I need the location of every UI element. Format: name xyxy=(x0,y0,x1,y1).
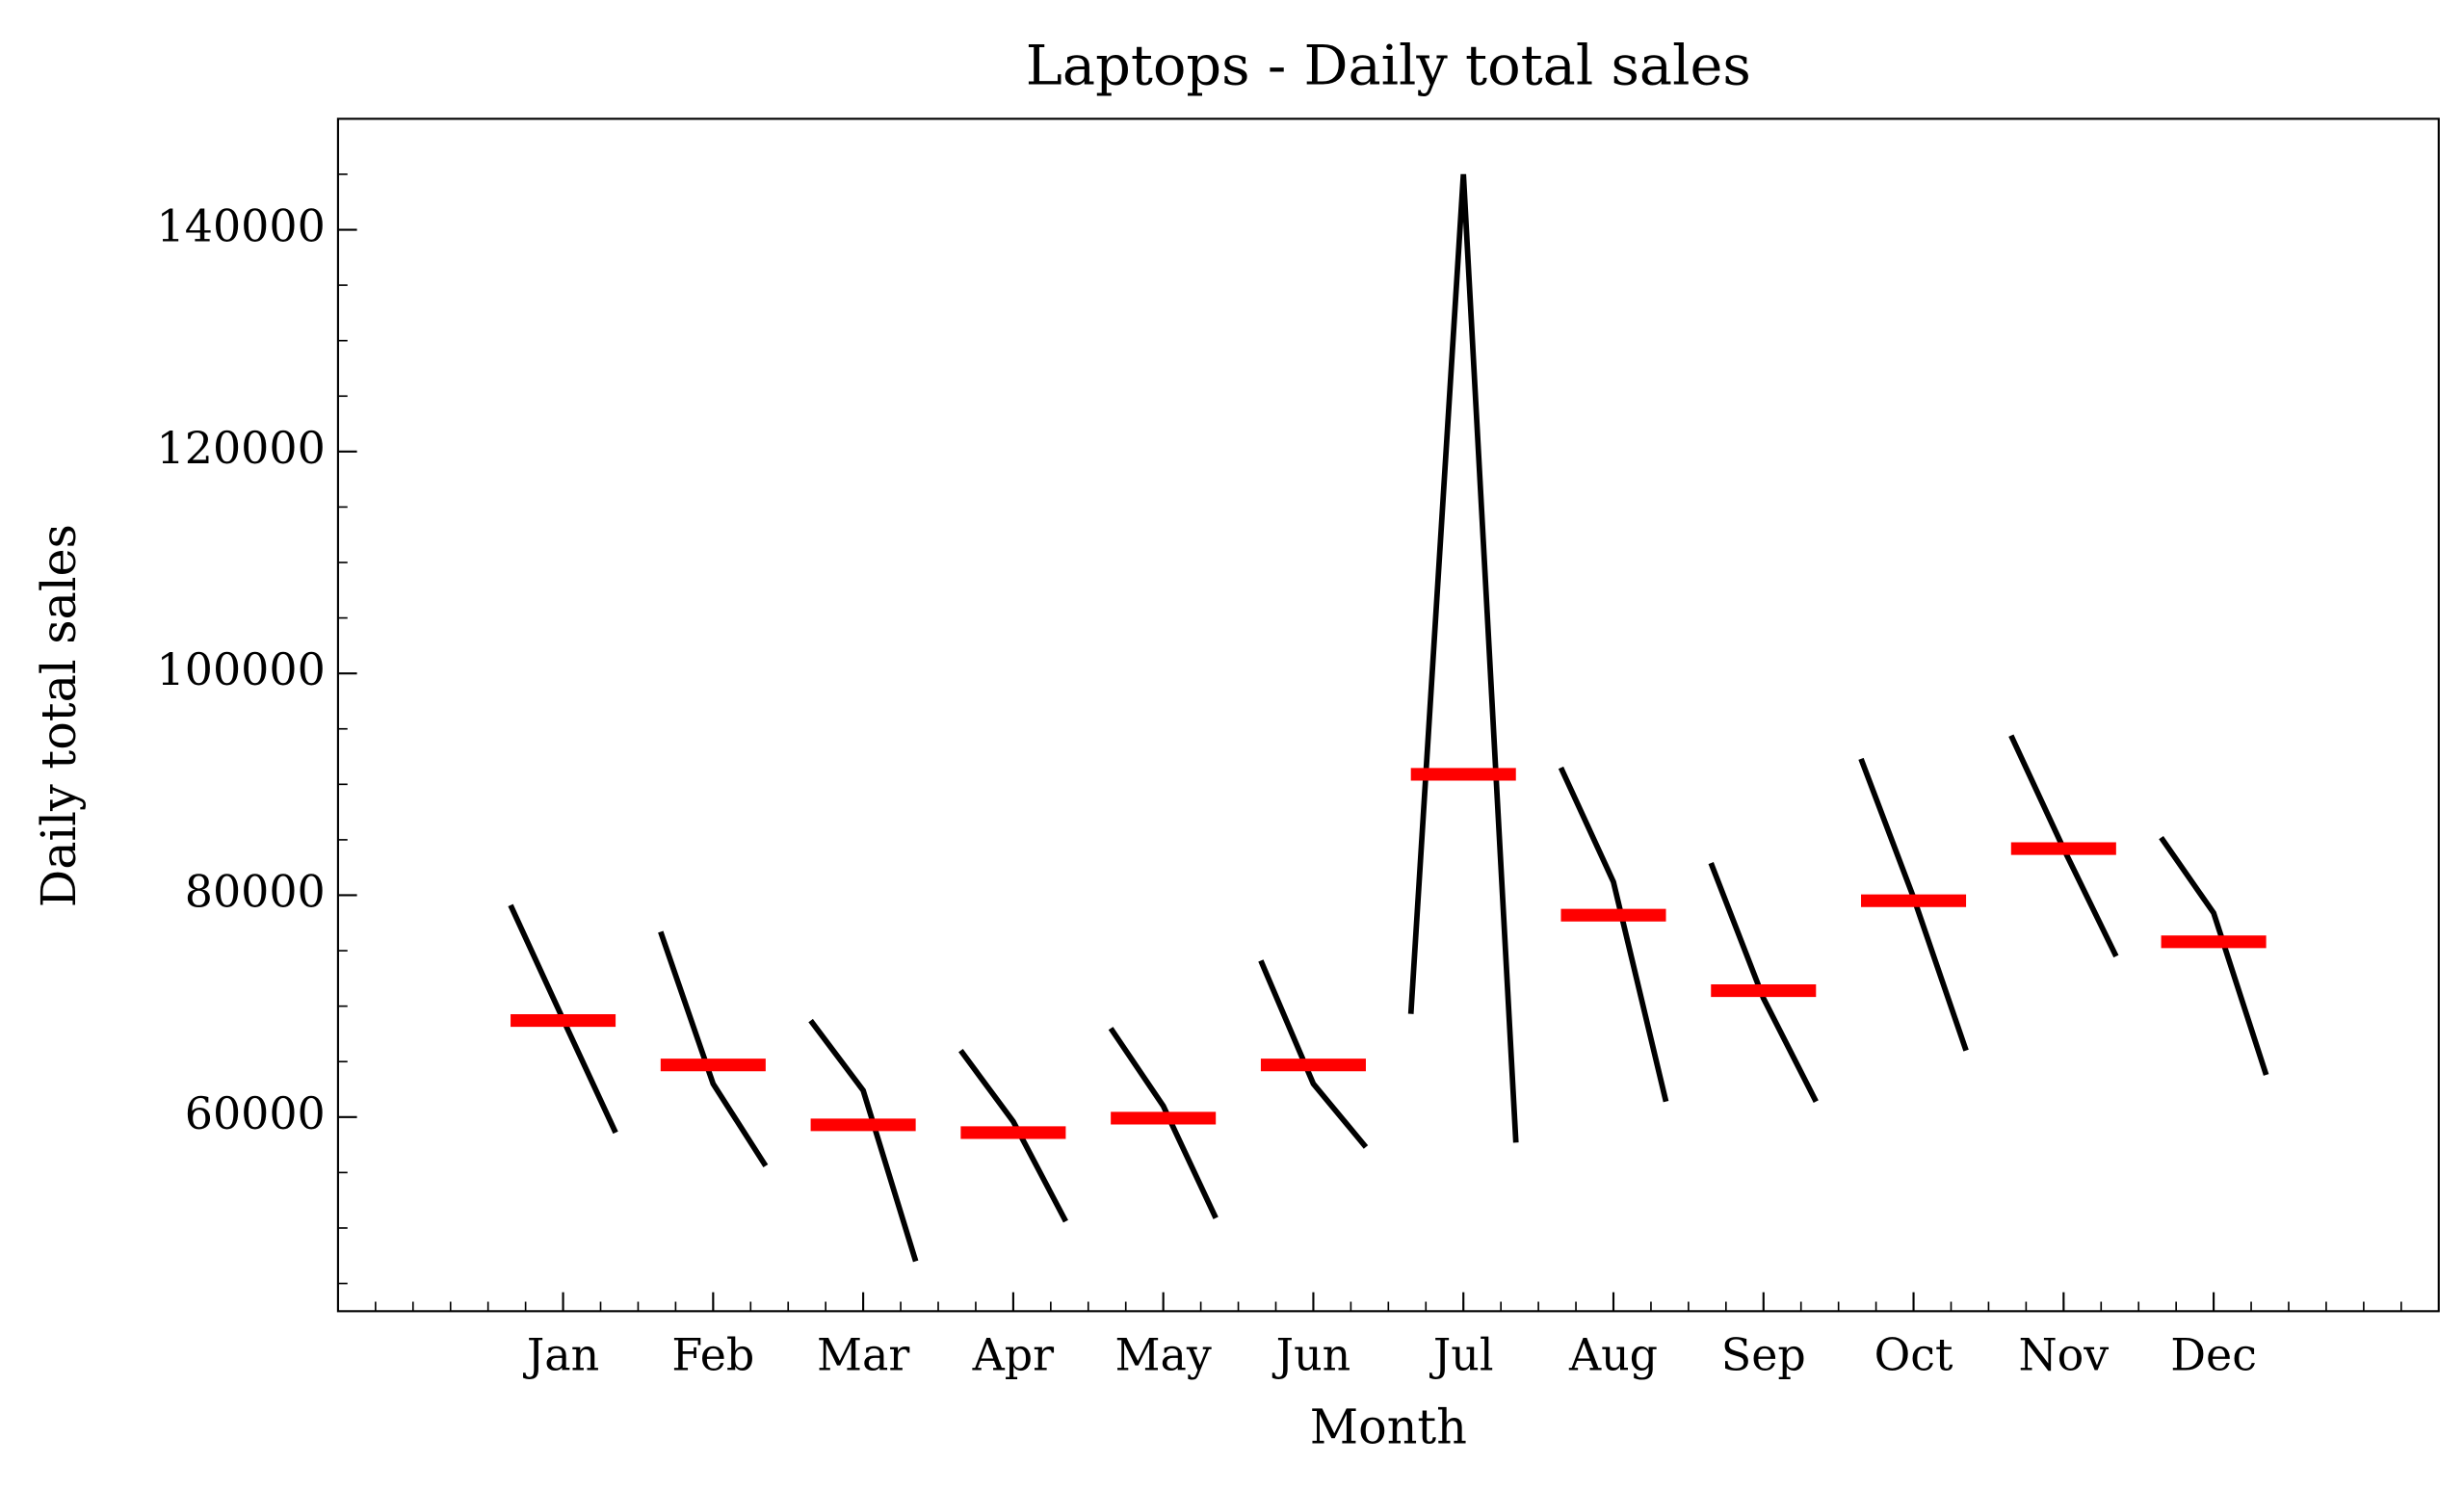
y-axis-label: Daily total sales xyxy=(31,524,87,907)
x-tick-label: Feb xyxy=(671,1329,754,1381)
x-tick-label: Aug xyxy=(1568,1329,1658,1381)
x-tick-label: Apr xyxy=(972,1329,1055,1381)
plot-frame xyxy=(336,118,2440,1313)
chart-title: Laptops - Daily total sales xyxy=(1026,34,1751,98)
y-tick-label: 140000 xyxy=(157,200,326,252)
x-tick-label: Mar xyxy=(817,1329,909,1381)
x-axis-label: Month xyxy=(1310,1399,1467,1454)
x-tick-label: Sep xyxy=(1721,1329,1806,1381)
subseries-line xyxy=(958,1049,1068,1223)
y-tick-label: 100000 xyxy=(157,643,326,695)
subseries-line xyxy=(658,930,769,1168)
subseries-line xyxy=(1407,173,1519,1143)
subseries-line xyxy=(1258,959,1369,1149)
subseries-line xyxy=(808,1018,919,1263)
x-tick-label: Jan xyxy=(523,1329,599,1381)
x-tick-label: Nov xyxy=(2018,1329,2109,1381)
subseries-line xyxy=(2159,835,2269,1076)
x-tick-label: Oct xyxy=(1874,1329,1953,1381)
subseries-line xyxy=(1558,766,1669,1103)
y-tick-label: 80000 xyxy=(185,865,326,917)
x-tick-label: Dec xyxy=(2170,1329,2257,1381)
x-tick-label: May xyxy=(1115,1329,1212,1381)
x-tick-label: Jul xyxy=(1429,1329,1494,1381)
subseries-line xyxy=(1708,862,1819,1103)
y-tick-label: 120000 xyxy=(157,422,326,474)
subseries-line xyxy=(1108,1027,1219,1219)
y-tick-label: 60000 xyxy=(185,1087,326,1139)
x-tick-label: Jun xyxy=(1272,1329,1351,1381)
